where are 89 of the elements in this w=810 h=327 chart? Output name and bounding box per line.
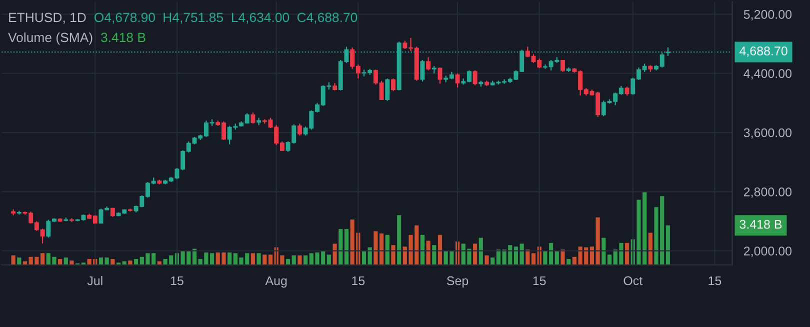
bar xyxy=(210,253,214,265)
candlestick xyxy=(297,123,302,136)
bar xyxy=(397,215,402,265)
annotation: L4,634.00 xyxy=(232,12,290,24)
bar xyxy=(110,259,115,265)
y-tick-label: 5,200.00 xyxy=(744,10,792,20)
x-tick-label: 15 xyxy=(708,276,722,286)
bar xyxy=(104,258,109,265)
bar xyxy=(157,261,162,265)
x-tick-label: Sep xyxy=(446,276,468,288)
x-tick-label: 15 xyxy=(533,276,546,286)
bar xyxy=(98,258,104,265)
bar xyxy=(385,234,390,265)
bar xyxy=(607,254,612,265)
bar xyxy=(40,253,45,265)
bar xyxy=(514,246,518,265)
bar xyxy=(602,238,606,265)
candlestick xyxy=(385,78,390,102)
candlestick xyxy=(391,78,396,92)
bar xyxy=(64,258,68,265)
candlestick xyxy=(560,59,565,72)
bar xyxy=(520,244,524,265)
bar xyxy=(292,255,296,265)
bar xyxy=(374,231,378,265)
annotation: 3.418 B xyxy=(101,32,146,42)
bar xyxy=(624,242,630,265)
x-tick-label: Jul xyxy=(87,276,102,286)
bar xyxy=(490,258,495,265)
bar xyxy=(590,246,594,265)
x-tick-label: 15 xyxy=(352,276,365,286)
candlestick xyxy=(472,70,478,86)
bar xyxy=(22,261,28,265)
candlestick xyxy=(250,112,256,124)
x-tick-label: 15 xyxy=(170,276,184,286)
y-tick-label: 2,000.00 xyxy=(744,246,792,257)
bar xyxy=(268,254,273,265)
bar xyxy=(531,253,536,265)
bar xyxy=(286,259,290,265)
bar xyxy=(391,245,396,265)
bar xyxy=(478,238,483,265)
bar xyxy=(596,217,600,265)
bar xyxy=(128,260,132,265)
y-tick-label: 3,600.00 xyxy=(744,128,792,139)
bar xyxy=(17,258,22,265)
bar xyxy=(250,253,255,265)
bar xyxy=(438,234,442,265)
annotation: Volume (SMA) xyxy=(8,32,92,45)
bar xyxy=(362,250,366,265)
bar xyxy=(666,225,670,265)
text: ETHUSD, 1D xyxy=(9,12,86,24)
bar xyxy=(11,255,16,265)
bar xyxy=(58,259,62,265)
bar xyxy=(379,233,384,265)
bar xyxy=(326,254,331,265)
y-tick-label: 2,800.00 xyxy=(744,187,792,198)
bar xyxy=(256,253,261,265)
candlestick xyxy=(420,59,425,82)
text: 3.418 B xyxy=(740,220,782,229)
bar xyxy=(543,250,548,265)
x-tick-label: Aug xyxy=(265,276,287,288)
bar xyxy=(473,244,478,265)
candlestick xyxy=(455,72,460,88)
annotation: C4,688.70 xyxy=(297,12,358,24)
bar xyxy=(304,255,308,265)
bar xyxy=(338,229,343,265)
bar xyxy=(648,232,652,265)
annotation: H4,751.85 xyxy=(164,12,223,24)
bar xyxy=(228,252,232,265)
bar xyxy=(554,250,559,265)
bar xyxy=(484,255,489,265)
candlestick xyxy=(256,117,262,126)
bar xyxy=(332,244,337,265)
bar xyxy=(566,259,571,265)
y-tick-label: 4,400.00 xyxy=(744,69,792,80)
ref-line-label: 4,688.70 xyxy=(739,46,788,57)
bar xyxy=(70,260,74,265)
bar xyxy=(549,242,554,265)
x-tick-label: Oct xyxy=(624,276,643,286)
bar xyxy=(134,259,138,265)
bar xyxy=(298,255,302,265)
bar xyxy=(420,234,425,265)
bar xyxy=(560,250,565,265)
candlestick xyxy=(426,56,431,71)
bar xyxy=(122,261,126,265)
bar xyxy=(262,254,267,265)
bar xyxy=(426,240,430,265)
bar xyxy=(344,229,349,265)
annotation: O4,678.90 xyxy=(94,12,155,24)
bar xyxy=(432,245,436,265)
